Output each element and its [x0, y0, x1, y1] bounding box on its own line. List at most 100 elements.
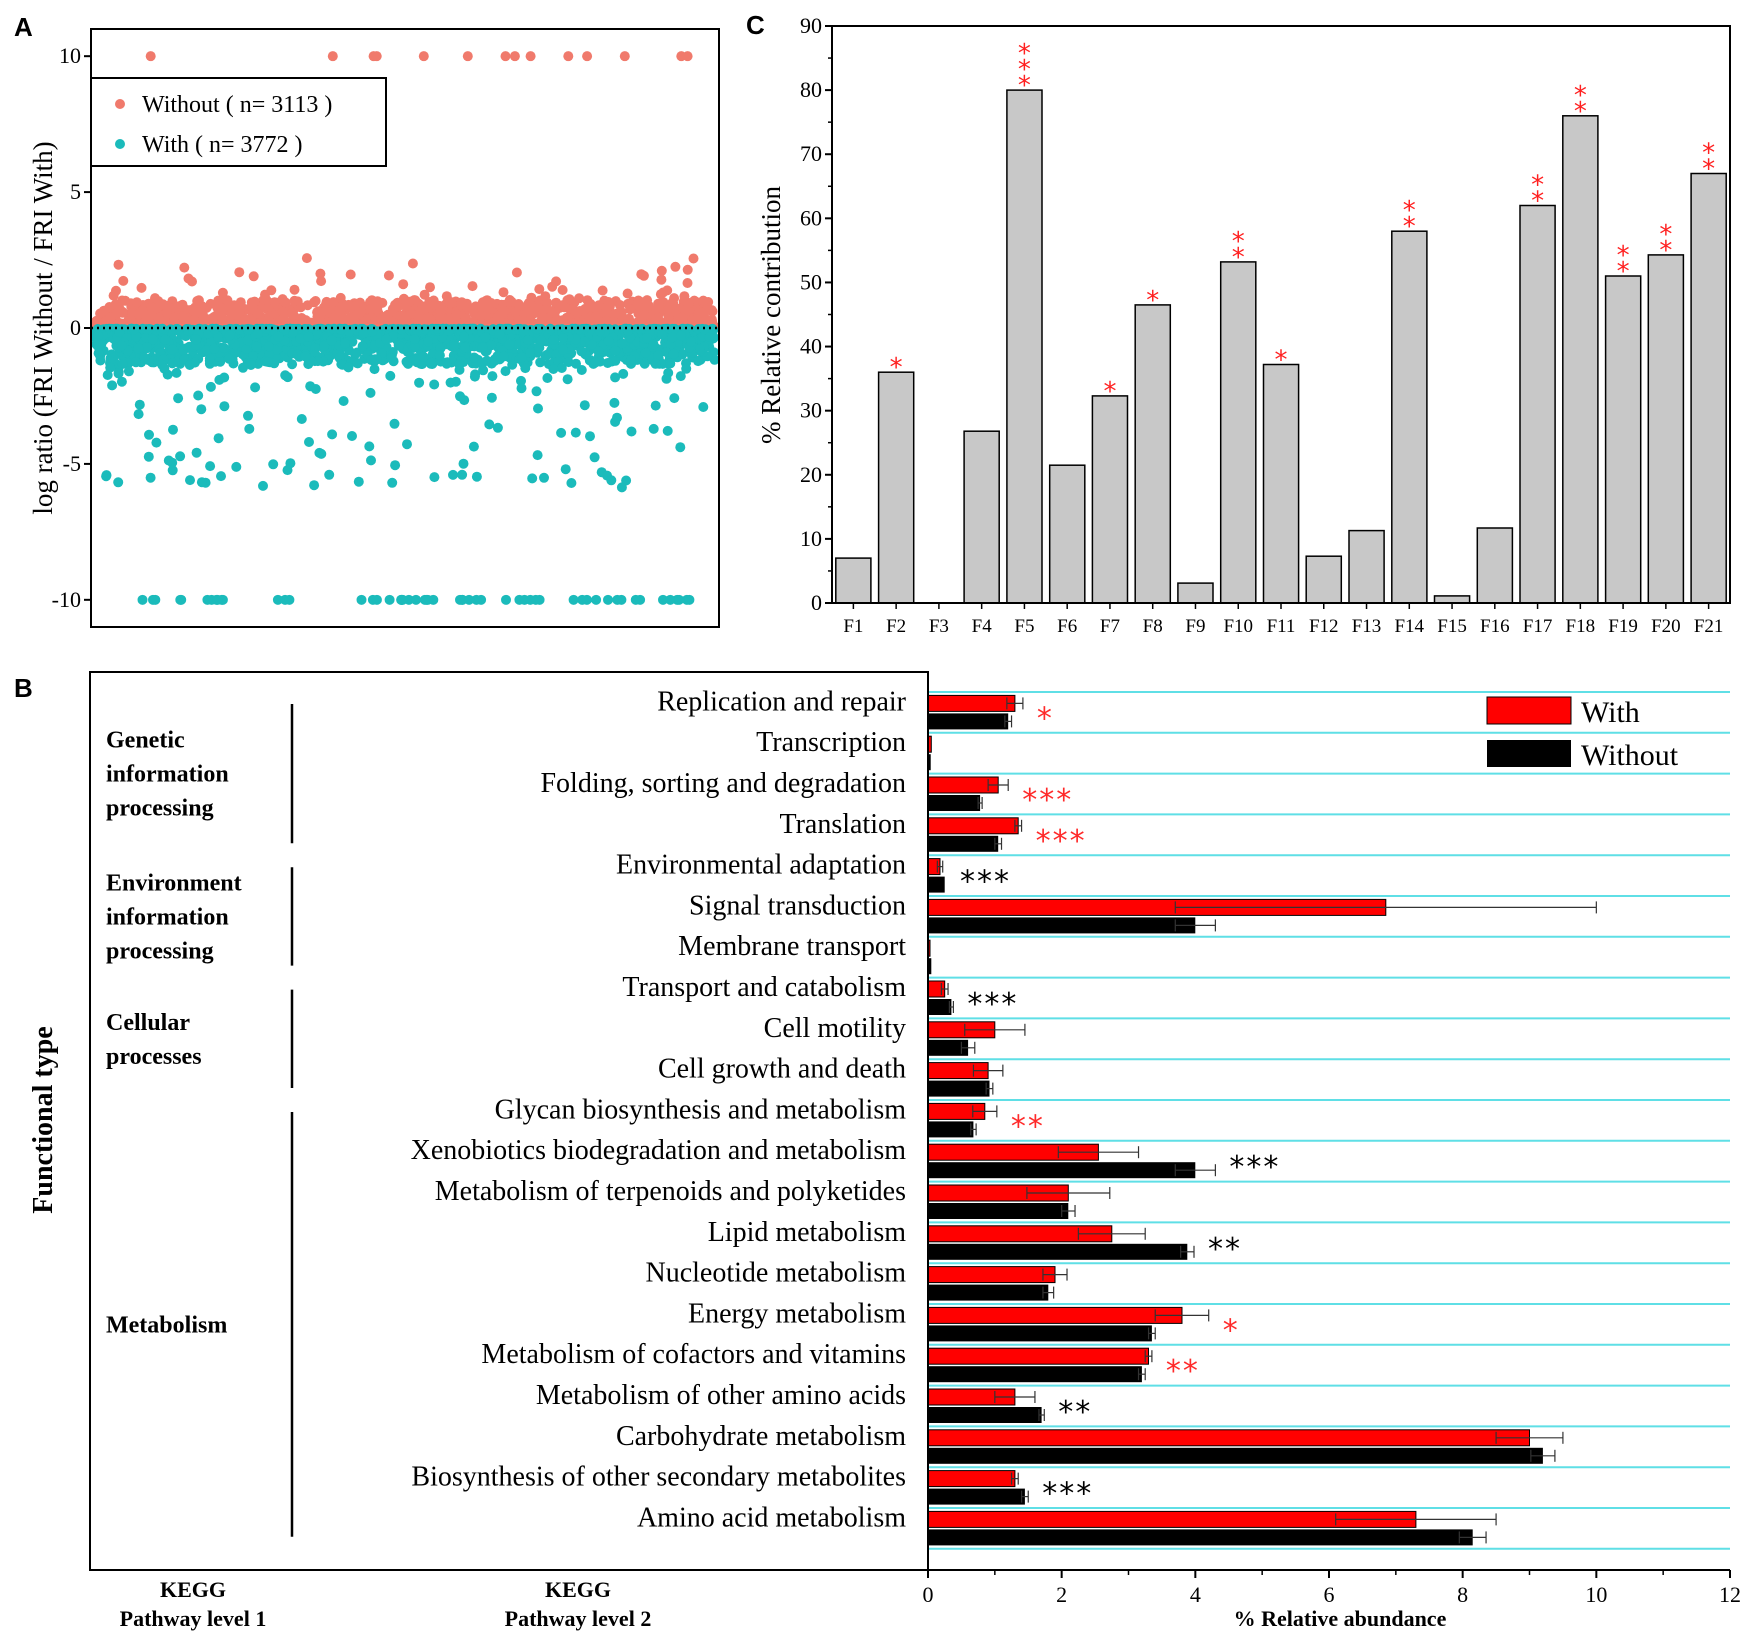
legend-label-with: With [1581, 696, 1640, 729]
point-with-saturated [603, 594, 613, 605]
point-with [441, 358, 452, 369]
category-label: Metabolism of cofactors and vitamins [481, 1339, 906, 1370]
point-with [282, 372, 293, 383]
point-with [669, 393, 680, 404]
y-tick-label: 5 [70, 179, 81, 204]
point-with [648, 423, 659, 434]
significance-star: * [1531, 171, 1544, 201]
significance-star: *** [1036, 824, 1087, 859]
category-label: Replication and repair [657, 686, 906, 717]
point-without [492, 312, 503, 323]
point-without-saturated [619, 51, 630, 62]
point-with [338, 396, 349, 406]
point-with [665, 358, 676, 369]
point-with [262, 356, 273, 367]
bar-without [928, 1121, 974, 1138]
bar-f6 [1048, 464, 1086, 604]
point-with [304, 437, 314, 447]
point-without [461, 301, 472, 312]
point-with [357, 341, 368, 352]
point-with [151, 437, 162, 448]
point-with [698, 402, 709, 412]
point-with [516, 383, 527, 394]
point-with [519, 327, 530, 338]
point-with [245, 360, 256, 370]
point-without [528, 305, 539, 316]
point-with [458, 458, 469, 469]
point-with [562, 374, 573, 385]
point-with [500, 366, 511, 377]
x-tick-label: 2 [1056, 1582, 1067, 1607]
point-with [105, 362, 116, 373]
point-without-saturated [327, 51, 338, 62]
point-with [130, 357, 141, 368]
point-without [418, 303, 429, 314]
category-label: Amino acid metabolism [637, 1502, 906, 1533]
significance-star: * [1574, 97, 1587, 127]
point-with [319, 340, 330, 351]
bar-without [928, 1243, 1188, 1260]
panel-b-bars [927, 694, 1597, 1546]
significance-star: * [1659, 236, 1672, 266]
x-tick-label: 4 [1190, 1582, 1201, 1607]
point-without [433, 300, 444, 311]
bar-f4 [963, 430, 1000, 604]
group-label: processes [106, 1044, 202, 1070]
panel-b-legend: With Without [1486, 696, 1679, 772]
point-with-saturated [525, 594, 536, 605]
point-without [316, 276, 327, 287]
point-with [209, 324, 220, 335]
point-with [287, 327, 298, 338]
bar-without [928, 1529, 1473, 1546]
x-tick-label: F21 [1694, 616, 1724, 637]
point-with [432, 323, 443, 334]
point-with [347, 431, 357, 441]
point-with [326, 335, 337, 346]
point-with [668, 348, 679, 359]
point-with-saturated [419, 594, 430, 605]
bar-f8 [1134, 304, 1172, 604]
point-with [653, 350, 664, 361]
bar-without [928, 1080, 990, 1097]
point-with [394, 340, 405, 351]
significance-star: * [1232, 227, 1245, 257]
point-with [252, 328, 263, 339]
bar-with [927, 694, 1016, 712]
bar-f10 [1219, 261, 1257, 604]
point-with [625, 354, 636, 365]
point-without [589, 302, 600, 313]
bar-without [928, 1162, 1196, 1179]
panel-c-significance: ********************* [890, 39, 1715, 407]
point-with [603, 335, 614, 346]
point-with [134, 399, 145, 410]
point-with [449, 341, 460, 352]
point-without [564, 294, 575, 305]
point-with [576, 365, 587, 375]
point-with [142, 342, 152, 353]
x-tick-label: F7 [1100, 616, 1120, 637]
significance-star: ** [1058, 1395, 1092, 1430]
point-with [305, 381, 316, 392]
point-with [606, 475, 617, 486]
point-with [160, 334, 171, 345]
category-label: Nucleotide metabolism [646, 1258, 907, 1289]
point-with-saturated [630, 594, 641, 605]
point-without-saturated [509, 51, 520, 62]
panel-c-bars [835, 89, 1727, 604]
point-with [409, 341, 420, 352]
significance-star: * [1018, 71, 1031, 101]
point-with [139, 352, 150, 363]
point-with [642, 333, 652, 343]
point-with [168, 424, 178, 435]
footer-level2-line1: KEGG [545, 1577, 611, 1602]
point-with [676, 330, 687, 341]
bar-f18 [1562, 115, 1599, 604]
point-with [243, 410, 253, 421]
point-without [355, 297, 366, 308]
point-with-saturated [175, 594, 186, 605]
point-with [557, 344, 568, 355]
point-with [366, 355, 377, 365]
point-without [217, 287, 228, 298]
bar-without [928, 835, 999, 852]
point-without [696, 307, 707, 318]
